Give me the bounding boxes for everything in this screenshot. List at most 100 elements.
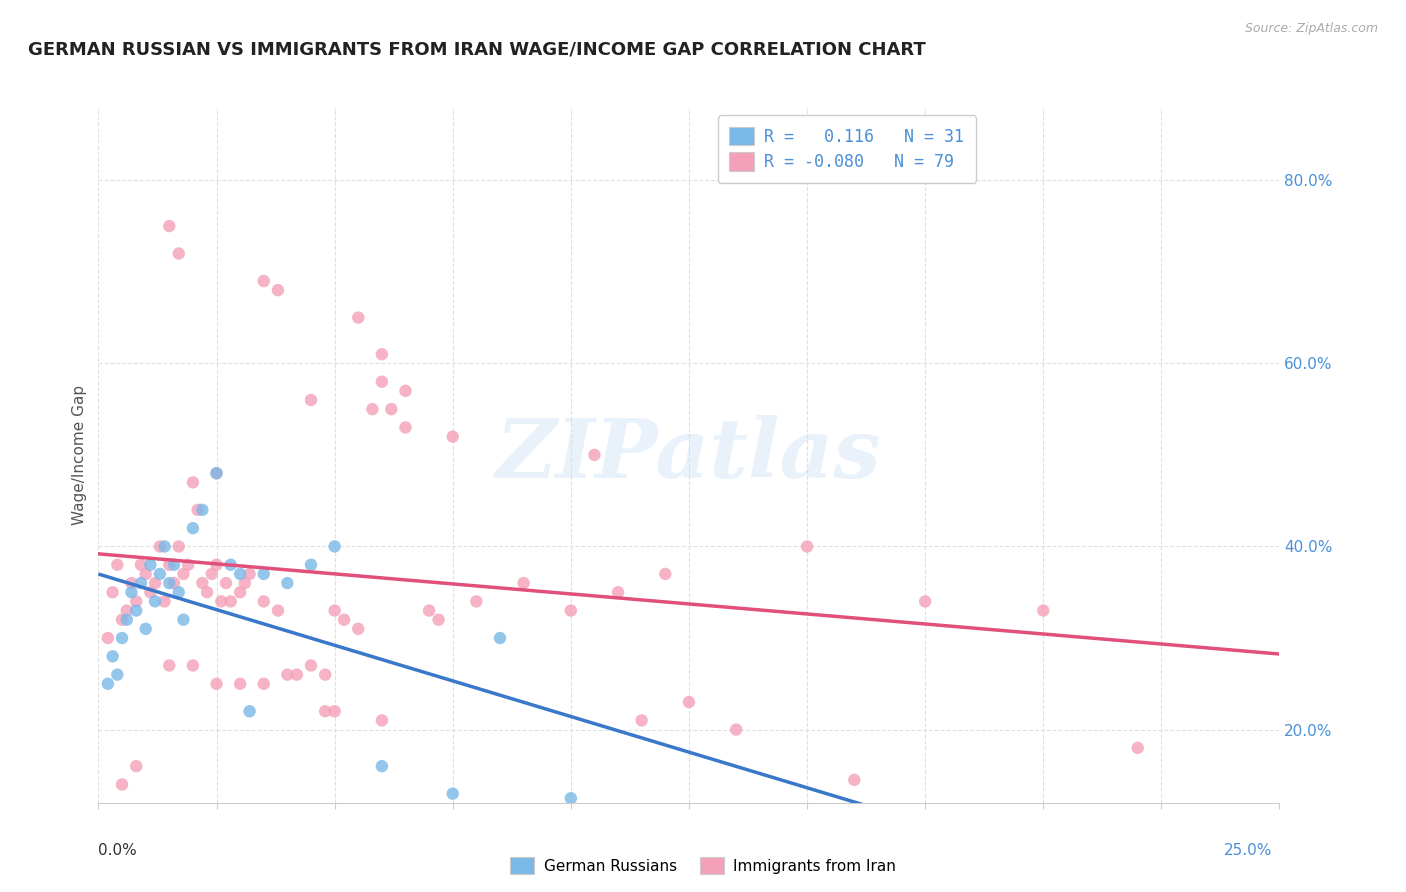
Point [560, 603, 582, 617]
Point [654, 566, 676, 581]
Point [115, 613, 138, 627]
Text: Source: ZipAtlas.com: Source: ZipAtlas.com [1244, 22, 1378, 36]
Point [314, 667, 336, 681]
Point [111, 777, 134, 791]
Point [229, 585, 252, 599]
Point [489, 631, 512, 645]
Point [191, 576, 214, 591]
Point [181, 521, 204, 535]
Point [418, 603, 440, 617]
Point [844, 772, 866, 787]
Point [239, 566, 262, 581]
Point [796, 540, 818, 554]
Point [267, 283, 290, 297]
Point [678, 695, 700, 709]
Point [323, 603, 346, 617]
Point [253, 566, 276, 581]
Point [167, 246, 190, 260]
Point [121, 576, 143, 591]
Point [177, 558, 200, 572]
Point [167, 585, 190, 599]
Point [267, 603, 290, 617]
Point [285, 667, 308, 681]
Point [181, 658, 204, 673]
Point [125, 603, 148, 617]
Point [157, 219, 180, 233]
Point [125, 594, 148, 608]
Point [97, 677, 120, 691]
Point [205, 677, 228, 691]
Point [299, 392, 322, 407]
Point [205, 558, 228, 572]
Point [314, 704, 336, 718]
Legend: R =   0.116   N = 31, R = -0.080   N = 79: R = 0.116 N = 31, R = -0.080 N = 79 [717, 115, 976, 183]
Point [101, 585, 124, 599]
Point [121, 585, 143, 599]
Point [394, 420, 416, 434]
Point [129, 576, 152, 591]
Point [215, 576, 238, 591]
Point [195, 585, 218, 599]
Point [347, 310, 370, 325]
Point [1032, 603, 1054, 617]
Point [725, 723, 748, 737]
Point [371, 714, 394, 728]
Point [97, 631, 120, 645]
Text: 25.0%: 25.0% [1225, 843, 1272, 858]
Y-axis label: Wage/Income Gap: Wage/Income Gap [72, 384, 87, 525]
Point [187, 503, 209, 517]
Point [333, 613, 356, 627]
Point [1126, 740, 1149, 755]
Point [380, 402, 402, 417]
Point [229, 677, 252, 691]
Point [115, 603, 138, 617]
Point [361, 402, 384, 417]
Point [143, 594, 166, 608]
Point [129, 558, 152, 572]
Point [607, 585, 630, 599]
Text: GERMAN RUSSIAN VS IMMIGRANTS FROM IRAN WAGE/INCOME GAP CORRELATION CHART: GERMAN RUSSIAN VS IMMIGRANTS FROM IRAN W… [28, 40, 927, 58]
Point [441, 787, 464, 801]
Point [371, 375, 394, 389]
Point [135, 566, 157, 581]
Point [205, 467, 228, 481]
Point [101, 649, 124, 664]
Point [229, 566, 252, 581]
Point [253, 677, 276, 691]
Text: ZIPatlas: ZIPatlas [496, 415, 882, 495]
Point [172, 613, 194, 627]
Point [512, 576, 534, 591]
Point [371, 347, 394, 361]
Point [111, 613, 134, 627]
Point [105, 558, 128, 572]
Legend: German Russians, Immigrants from Iran: German Russians, Immigrants from Iran [503, 851, 903, 880]
Text: 0.0%: 0.0% [98, 843, 138, 858]
Point [560, 791, 582, 805]
Point [219, 594, 242, 608]
Point [181, 475, 204, 490]
Point [149, 540, 172, 554]
Point [163, 576, 186, 591]
Point [394, 384, 416, 398]
Point [465, 594, 488, 608]
Point [157, 658, 180, 673]
Point [172, 566, 194, 581]
Point [371, 759, 394, 773]
Point [163, 558, 186, 572]
Point [441, 429, 464, 443]
Point [299, 558, 322, 572]
Point [191, 503, 214, 517]
Point [347, 622, 370, 636]
Point [253, 274, 276, 288]
Point [427, 613, 450, 627]
Point [125, 759, 148, 773]
Point [167, 540, 190, 554]
Point [219, 558, 242, 572]
Point [205, 467, 228, 481]
Point [583, 448, 606, 462]
Point [630, 714, 652, 728]
Point [153, 540, 176, 554]
Point [105, 667, 128, 681]
Point [239, 704, 262, 718]
Point [323, 704, 346, 718]
